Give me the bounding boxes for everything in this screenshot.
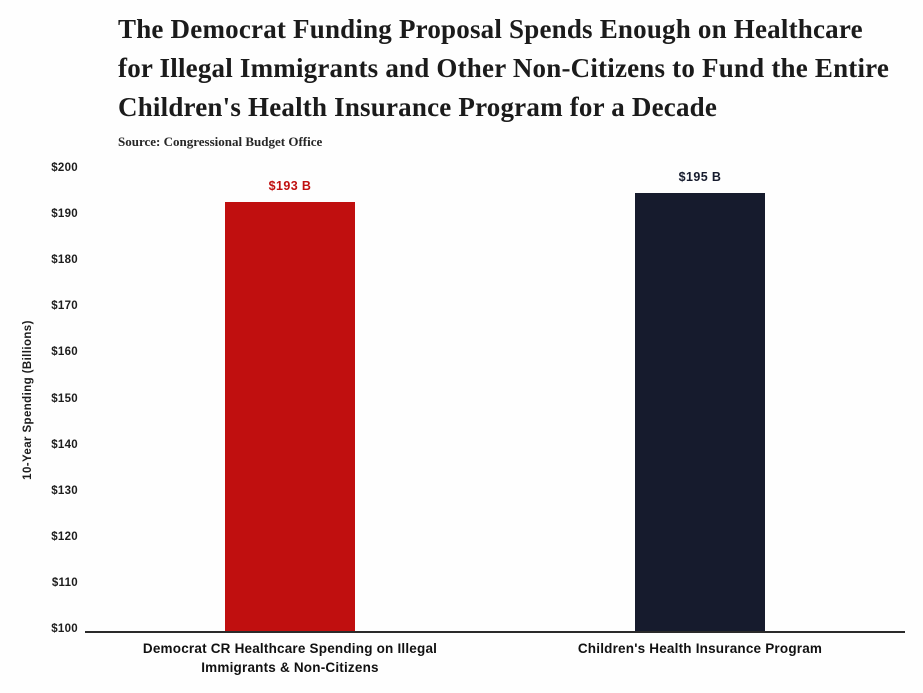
y-tick-label: $100: [51, 623, 78, 635]
y-tick-label: $110: [51, 576, 78, 589]
chart-header: The Democrat Funding Proposal Spends Eno…: [118, 10, 910, 150]
bar-chart: 10-Year Spending (Billions) $200 $190 $180…: [0, 158, 923, 693]
y-tick-label: $190: [51, 208, 78, 221]
y-tick-label: $140: [51, 438, 78, 451]
plot-area: $193 B $195 B: [85, 170, 905, 633]
y-tick-label: $160: [51, 346, 78, 359]
y-tick-label: $130: [51, 484, 78, 497]
y-tick-label: $180: [51, 254, 78, 267]
bar-2: [635, 193, 765, 631]
y-tick-label: $200: [51, 162, 78, 174]
x-axis-category-labels: Democrat CR Healthcare Spending on Illeg…: [85, 639, 905, 691]
y-tick-label: $120: [51, 530, 78, 543]
chart-title-line-3: Children's Health Insurance Program for …: [118, 92, 718, 122]
bar-category-label: Democrat CR Healthcare Spending on Illeg…: [142, 641, 438, 675]
y-tick-label: $150: [51, 392, 78, 405]
bar-value-label: $195 B: [678, 170, 722, 185]
bar-value-label: $193 B: [268, 179, 312, 194]
bar-1: [225, 202, 355, 631]
chart-source: Source: Congressional Budget Office: [118, 134, 323, 149]
chart-title-line-1: The Democrat Funding Proposal Spends Eno…: [118, 14, 863, 44]
chart-title-line-2: for Illegal Immigrants and Other Non-Cit…: [118, 53, 890, 83]
y-tick-label: $170: [51, 300, 78, 313]
y-axis-tick-labels: $200 $190 $180 $170 $160 $150 $140 $130 $120 $110…: [30, 162, 78, 635]
bar-category-label: Children's Health Insurance Program: [577, 641, 823, 656]
